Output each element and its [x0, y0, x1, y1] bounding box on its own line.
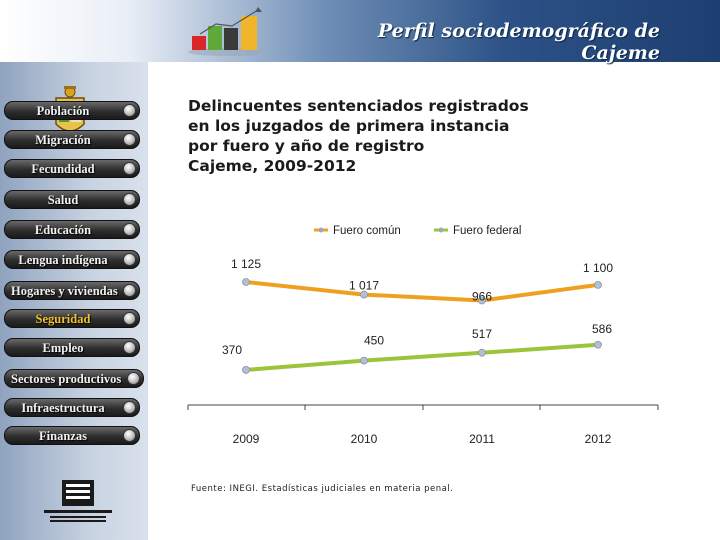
sidebar-item-fecundidad[interactable]: Fecundidad: [4, 159, 140, 178]
series-line: [245, 342, 599, 372]
nav-knob-icon: [123, 223, 136, 236]
sidebar-item-label: Empleo: [42, 341, 84, 355]
chart-source-note: Fuente: INEGI. Estadísticas judiciales e…: [191, 484, 454, 494]
legend-label: Fuero común: [333, 225, 401, 237]
sidebar-item-hogares-y-viviendas[interactable]: Hogares y viviendas: [4, 281, 140, 300]
sidebar-item-salud[interactable]: Salud: [4, 190, 140, 209]
header-band: [0, 0, 720, 62]
chart-title-line: por fuero y año de registro: [188, 137, 425, 155]
data-label: 586: [592, 322, 612, 336]
data-point: [594, 340, 602, 349]
data-point: [242, 366, 250, 374]
sidebar-item-lengua-indígena[interactable]: Lengua indígena: [4, 250, 140, 269]
data-point: [478, 348, 486, 357]
data-label: 517: [472, 327, 492, 341]
sidebar-item-educación[interactable]: Educación: [4, 220, 140, 239]
nav-knob-icon: [123, 162, 136, 175]
x-tick-label: 2010: [351, 432, 378, 446]
legend-marker: [318, 227, 324, 233]
bar-chart-logo-icon: [188, 7, 268, 56]
sidebar-item-label: Sectores productivos: [11, 372, 122, 386]
sidebar-item-label: Finanzas: [39, 429, 87, 443]
nav-knob-icon: [123, 429, 136, 442]
nav-knob-icon: [123, 284, 136, 297]
data-point: [360, 290, 368, 299]
sidebar-item-finanzas[interactable]: Finanzas: [4, 426, 140, 445]
chart-title-line: Delincuentes sentenciados registrados: [188, 97, 529, 115]
sidebar-item-infraestructura[interactable]: Infraestructura: [4, 398, 140, 417]
sidebar-item-label: Hogares y viviendas: [11, 284, 118, 298]
data-point: [594, 281, 602, 289]
sidebar-item-migración[interactable]: Migración: [4, 130, 140, 149]
sidebar-item-label: Migración: [35, 133, 91, 147]
data-point: [360, 356, 368, 365]
page-title: Perfil sociodemográfico de Cajeme: [377, 20, 660, 64]
chart-title-line: en los juzgados de primera instancia: [188, 117, 510, 135]
legend-label: Fuero federal: [453, 225, 521, 237]
x-tick-label: 2011: [469, 432, 495, 446]
nav-knob-icon: [123, 341, 136, 354]
sidebar-item-seguridad[interactable]: Seguridad: [4, 309, 140, 328]
sidebar-item-label: Salud: [47, 193, 79, 207]
sidebar-item-label: Educación: [34, 223, 92, 237]
sidebar-item-empleo[interactable]: Empleo: [4, 338, 140, 357]
nav-knob-icon: [127, 372, 140, 385]
data-label: 1 125: [231, 257, 261, 271]
sidebar-item-sectores-productivos[interactable]: Sectores productivos: [4, 369, 144, 388]
nav-knob-icon: [123, 193, 136, 206]
data-label: 370: [222, 343, 242, 357]
nav-knob-icon: [123, 133, 136, 146]
data-label: 966: [472, 290, 492, 304]
nav-knob-icon: [123, 312, 136, 325]
data-label: 450: [364, 334, 384, 348]
chart-title-line: Cajeme, 2009-2012: [188, 157, 357, 175]
nav-knob-icon: [123, 104, 136, 117]
legend-marker: [438, 227, 444, 233]
nav-knob-icon: [123, 401, 136, 414]
x-tick-label: 2009: [233, 432, 260, 446]
data-point: [242, 278, 250, 286]
sidebar-item-label: Fecundidad: [31, 162, 95, 176]
sidebar-item-label: Infraestructura: [21, 401, 105, 415]
data-label: 1 017: [349, 279, 379, 293]
inegi-logo-icon: [44, 480, 112, 522]
sidebar-item-label: Seguridad: [35, 312, 91, 326]
sidebar-item-label: Lengua indígena: [18, 253, 108, 267]
sidebar-item-label: Población: [36, 104, 90, 118]
chart-title: Delincuentes sentenciados registrados en…: [188, 96, 548, 176]
x-tick-label: 2012: [585, 432, 612, 446]
sidebar-item-población[interactable]: Población: [4, 101, 140, 120]
data-label: 1 100: [583, 261, 613, 275]
nav-knob-icon: [123, 253, 136, 266]
series-line: [245, 280, 599, 303]
data-point: [478, 296, 486, 305]
